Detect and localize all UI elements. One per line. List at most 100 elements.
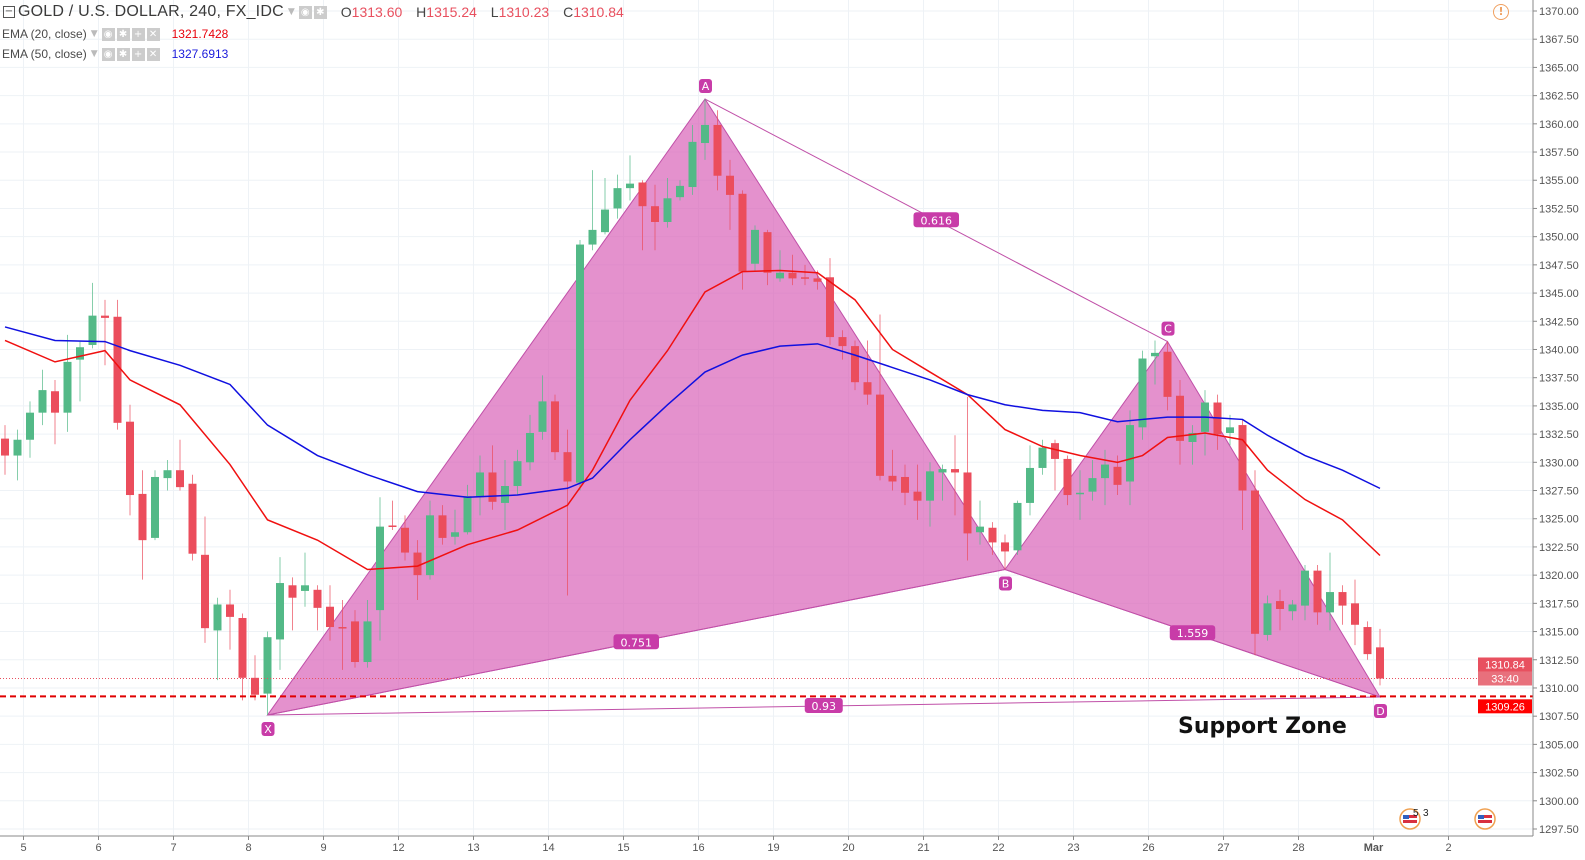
indicator-label[interactable]: EMA (20, close)	[2, 27, 87, 41]
candle[interactable]	[863, 340, 872, 405]
plus-icon[interactable]: +	[131, 27, 145, 41]
eye-icon[interactable]: ◉	[101, 27, 115, 41]
candle[interactable]	[63, 334, 72, 432]
candle[interactable]	[251, 655, 259, 701]
candle[interactable]	[601, 177, 609, 235]
candle[interactable]	[26, 401, 34, 458]
pattern-ratio[interactable]: 0.93	[804, 698, 843, 714]
candle[interactable]	[438, 505, 447, 545]
candle[interactable]	[276, 557, 284, 670]
candle[interactable]	[938, 464, 947, 501]
indicator-ema20[interactable]: EMA (20, close) ▼ ◉ ✱ + ✕ 1321.7428	[0, 24, 634, 44]
candle[interactable]	[1338, 585, 1347, 625]
candle[interactable]	[188, 474, 197, 561]
candle[interactable]	[176, 439, 184, 491]
price-axis[interactable]	[1533, 0, 1585, 860]
candle[interactable]	[351, 610, 359, 668]
candle[interactable]	[1151, 340, 1159, 385]
candle[interactable]	[38, 369, 47, 426]
candle[interactable]	[226, 589, 234, 650]
candle[interactable]	[988, 522, 997, 555]
candle[interactable]	[1088, 460, 1097, 501]
pattern-triangle[interactable]	[1004, 340, 1382, 698]
candle[interactable]	[238, 613, 247, 701]
candle[interactable]	[1026, 445, 1034, 516]
candle[interactable]	[763, 229, 772, 286]
symbol-title[interactable]: GOLD / U.S. DOLLAR, 240, FX_IDC	[18, 3, 284, 20]
candle[interactable]	[776, 250, 784, 282]
candle[interactable]	[313, 585, 322, 631]
candle[interactable]	[263, 631, 272, 716]
pattern-ratio[interactable]: 0.616	[913, 212, 960, 228]
candle[interactable]	[888, 449, 897, 491]
candle[interactable]	[51, 379, 59, 445]
candle[interactable]	[801, 264, 809, 286]
candle[interactable]	[538, 375, 547, 440]
candle[interactable]	[388, 500, 397, 531]
candle[interactable]	[1063, 455, 1072, 506]
candle[interactable]	[1038, 439, 1047, 475]
economic-event[interactable]	[1474, 808, 1496, 830]
candle[interactable]	[1301, 564, 1309, 621]
candle[interactable]	[1376, 628, 1384, 686]
candle[interactable]	[326, 585, 334, 641]
candle[interactable]	[551, 394, 559, 461]
harmonic-pattern[interactable]: X A B C D 0.751 0.616 1.559 0.93	[261, 79, 1388, 737]
candle[interactable]	[1163, 341, 1172, 411]
indicator-label[interactable]: EMA (50, close)	[2, 47, 87, 61]
candle[interactable]	[963, 396, 972, 561]
chevron-down-icon[interactable]: ▼	[90, 29, 98, 39]
candle[interactable]	[138, 470, 147, 580]
candle[interactable]	[638, 180, 647, 251]
candle[interactable]	[1001, 534, 1009, 570]
candle[interactable]	[726, 159, 734, 230]
candle[interactable]	[1363, 621, 1372, 660]
indicator-ema50[interactable]: EMA (50, close) ▼ ◉ ✱ + ✕ 1327.6913	[0, 44, 634, 64]
close-icon[interactable]: ✕	[146, 27, 160, 41]
eye-icon[interactable]: ◉	[101, 47, 115, 61]
gear-icon[interactable]: ✱	[313, 5, 327, 19]
pattern-ratio[interactable]: 0.751	[613, 634, 660, 650]
candle[interactable]	[826, 258, 834, 345]
candle[interactable]	[476, 455, 484, 516]
candle[interactable]	[488, 445, 497, 510]
candle[interactable]	[1276, 589, 1284, 631]
candle[interactable]	[126, 404, 134, 516]
candle[interactable]	[738, 190, 747, 290]
collapse-icon[interactable]: −	[3, 6, 15, 18]
candle[interactable]	[563, 429, 572, 596]
candle[interactable]	[663, 177, 672, 228]
candle[interactable]	[1226, 414, 1234, 446]
candle[interactable]	[913, 464, 922, 520]
candle[interactable]	[1263, 595, 1272, 641]
candle[interactable]	[101, 299, 109, 366]
candle[interactable]	[713, 110, 722, 191]
ema20-line[interactable]	[4, 269, 1381, 571]
candle[interactable]	[926, 462, 934, 527]
candle[interactable]	[1138, 350, 1147, 440]
candle[interactable]	[451, 509, 459, 545]
candle[interactable]	[876, 314, 884, 481]
candle[interactable]	[1326, 552, 1334, 631]
eye-icon[interactable]: ◉	[298, 5, 312, 19]
candle[interactable]	[626, 155, 634, 201]
close-icon[interactable]: ✕	[146, 47, 160, 61]
candle[interactable]	[813, 270, 822, 290]
candle[interactable]	[1013, 500, 1022, 555]
candle[interactable]	[1288, 599, 1297, 621]
candle[interactable]	[1101, 449, 1109, 506]
candle[interactable]	[401, 515, 409, 561]
candle[interactable]	[13, 429, 22, 481]
candle[interactable]	[513, 449, 522, 496]
pattern-point-x[interactable]: X	[261, 722, 275, 737]
candle[interactable]	[588, 170, 597, 251]
plus-icon[interactable]: +	[131, 47, 145, 61]
candle[interactable]	[851, 340, 859, 391]
candle[interactable]	[688, 124, 697, 195]
chevron-down-icon[interactable]: ▼	[90, 49, 98, 59]
candle[interactable]	[526, 414, 534, 471]
candle[interactable]	[676, 180, 684, 201]
candle[interactable]	[413, 540, 422, 600]
candle[interactable]	[76, 341, 84, 402]
